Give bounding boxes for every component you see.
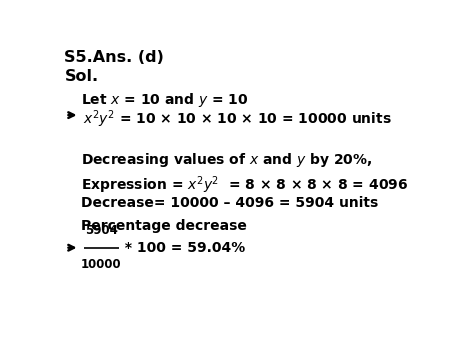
Text: Let $x$ = 10 and $y$ = 10: Let $x$ = 10 and $y$ = 10 [81,91,248,109]
Text: Sol.: Sol. [65,69,99,84]
Text: * 100 = 59.04%: * 100 = 59.04% [120,241,246,255]
Text: Percentage decrease: Percentage decrease [81,218,247,233]
Text: 5904: 5904 [85,224,118,237]
Text: Decreasing values of $x$ and $y$ by 20%,: Decreasing values of $x$ and $y$ by 20%, [81,151,372,169]
Text: 10000: 10000 [81,258,122,271]
Text: S5.Ans. (d): S5.Ans. (d) [65,50,164,66]
Text: $x^2y^2$ = 10 × 10 × 10 × 10 = 10000 units: $x^2y^2$ = 10 × 10 × 10 × 10 = 10000 uni… [83,108,392,130]
Text: Decrease= 10000 – 4096 = 5904 units: Decrease= 10000 – 4096 = 5904 units [81,197,378,211]
Text: Expression = $x^2y^2$  = 8 × 8 × 8 × 8 = 4096: Expression = $x^2y^2$ = 8 × 8 × 8 × 8 = … [81,174,408,196]
